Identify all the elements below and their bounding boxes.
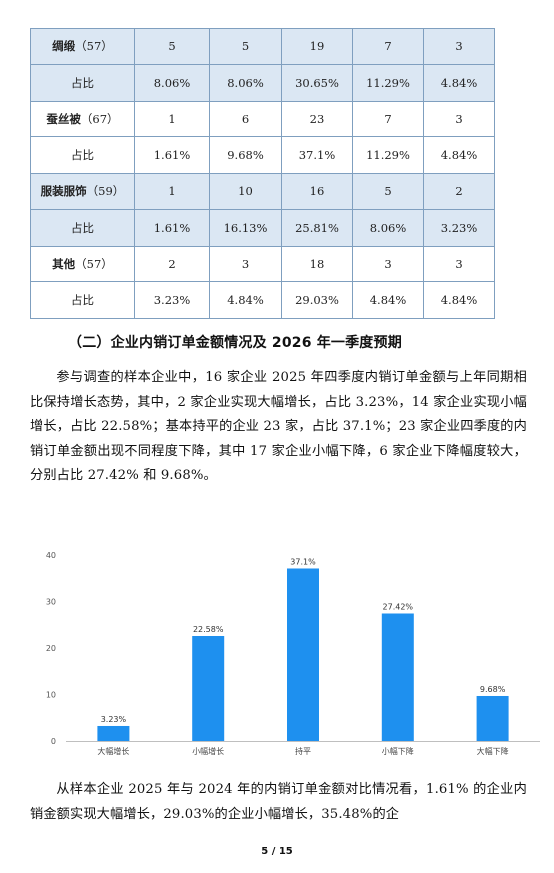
data-label: 9.68% — [480, 685, 506, 694]
table-cell: 30.65% — [281, 63, 353, 102]
row-header: 其他（57） — [30, 245, 135, 282]
table-cell: 1.61% — [134, 208, 210, 247]
body-paragraph-continued: 从样本企业 2025 年与 2024 年的内销订单金额对比情况看，1.61% 的… — [30, 782, 527, 822]
ratio-table: 绸缎（57） 5 5 19 7 3 占比 8.06% 8.06% 30.65% … — [30, 28, 495, 319]
table-cell: 8.06% — [352, 208, 424, 247]
table-row: 其他（57） 2 3 18 3 3 — [30, 245, 495, 282]
table-cell: 7 — [352, 28, 424, 65]
row-header: 服装服饰（59） — [30, 173, 135, 210]
table-cell: 5 — [209, 28, 282, 65]
x-axis: 大幅增长 小幅增长 持平 小幅下降 大幅下降 — [66, 741, 540, 756]
table-cell: 7 — [352, 100, 424, 137]
table-cell: 25.81% — [281, 208, 353, 247]
table-cell: 18 — [281, 245, 353, 282]
page-number: 5 / 15 — [261, 846, 293, 857]
bar — [287, 568, 319, 741]
body-paragraph: 参与调查的样本企业中，16 家企业 2025 年四季度内销订单金额与上年同期相比… — [30, 370, 527, 484]
table-cell: 3 — [423, 245, 495, 282]
table-cell: 9.68% — [209, 136, 282, 174]
x-tick-label: 持平 — [295, 746, 311, 756]
table-cell: 2 — [423, 173, 495, 210]
table-cell: 11.29% — [352, 63, 424, 102]
table-cell: 1 — [134, 100, 210, 137]
row-header: 蚕丝被（67） — [30, 100, 135, 137]
data-label: 27.42% — [383, 602, 414, 611]
table-cell: 4.84% — [423, 281, 495, 319]
table-cell: 37.1% — [281, 136, 353, 174]
section-title: （二）企业内销订单金额情况及 2026 年一季度预期 — [68, 335, 402, 351]
table-cell: 6 — [209, 100, 282, 137]
table-cell: 1.61% — [134, 136, 210, 174]
table-cell: 5 — [352, 173, 424, 210]
table-cell: 5 — [134, 28, 210, 65]
table-cell: 1 — [134, 173, 210, 210]
table-row: 蚕丝被（67） 1 6 23 7 3 — [30, 100, 495, 137]
y-tick-label: 40 — [46, 551, 56, 560]
table-cell: 4.84% — [209, 281, 282, 319]
row-header: 占比 — [30, 136, 135, 174]
table-cell: 3 — [423, 100, 495, 137]
table-row: 服装服饰（59） 1 10 16 5 2 — [30, 173, 495, 210]
x-tick-label: 大幅增长 — [97, 746, 129, 756]
table-cell: 4.84% — [423, 136, 495, 174]
table-cell: 3 — [423, 28, 495, 65]
table-row: 占比 8.06% 8.06% 30.65% 11.29% 4.84% — [30, 63, 495, 102]
table-cell: 4.84% — [423, 63, 495, 102]
y-tick-label: 0 — [51, 737, 56, 746]
row-header: 占比 — [30, 208, 135, 247]
y-tick-label: 10 — [46, 691, 56, 700]
table-cell: 16.13% — [209, 208, 282, 247]
bar — [97, 725, 130, 741]
table-cell: 8.06% — [209, 63, 282, 102]
y-tick-label: 20 — [46, 644, 56, 653]
row-header: 占比 — [30, 63, 135, 102]
bar-chart: 0 10 20 30 40 3.23% 22.58% 37.1% 27.42% 9.68% 大幅… — [46, 551, 540, 756]
bar — [192, 636, 225, 741]
table-cell: 3.23% — [423, 208, 495, 247]
x-tick-label: 小幅增长 — [192, 746, 224, 756]
table-cell: 11.29% — [352, 136, 424, 174]
table-row: 占比 1.61% 9.68% 37.1% 11.29% 4.84% — [30, 136, 495, 174]
table-cell: 19 — [281, 28, 353, 65]
table-cell: 2 — [134, 245, 210, 282]
table-cell: 3.23% — [134, 281, 210, 319]
table-cell: 29.03% — [281, 281, 353, 319]
table-cell: 3 — [352, 245, 424, 282]
data-label: 3.23% — [101, 715, 127, 724]
table-row: 占比 3.23% 4.84% 29.03% 4.84% 4.84% — [30, 281, 495, 319]
y-axis: 0 10 20 30 40 — [46, 551, 56, 746]
row-header: 绸缎（57） — [30, 28, 135, 65]
data-label: 37.1% — [290, 557, 316, 566]
table-cell: 10 — [209, 173, 282, 210]
table-row: 占比 1.61% 16.13% 25.81% 8.06% 3.23% — [30, 208, 495, 247]
x-tick-label: 小幅下降 — [382, 746, 414, 756]
table-cell: 8.06% — [134, 63, 210, 102]
table-cell: 4.84% — [352, 281, 424, 319]
bar — [476, 695, 509, 741]
bar — [381, 613, 414, 741]
chart-bars: 3.23% 22.58% 37.1% 27.42% 9.68% — [97, 557, 509, 741]
x-tick-label: 大幅下降 — [477, 746, 509, 756]
y-tick-label: 30 — [46, 598, 56, 607]
row-header: 占比 — [30, 281, 135, 319]
table-cell: 3 — [209, 245, 282, 282]
data-label: 22.58% — [193, 625, 224, 634]
table-cell: 23 — [281, 100, 353, 137]
table-row: 绸缎（57） 5 5 19 7 3 — [30, 28, 495, 65]
table-cell: 16 — [281, 173, 353, 210]
